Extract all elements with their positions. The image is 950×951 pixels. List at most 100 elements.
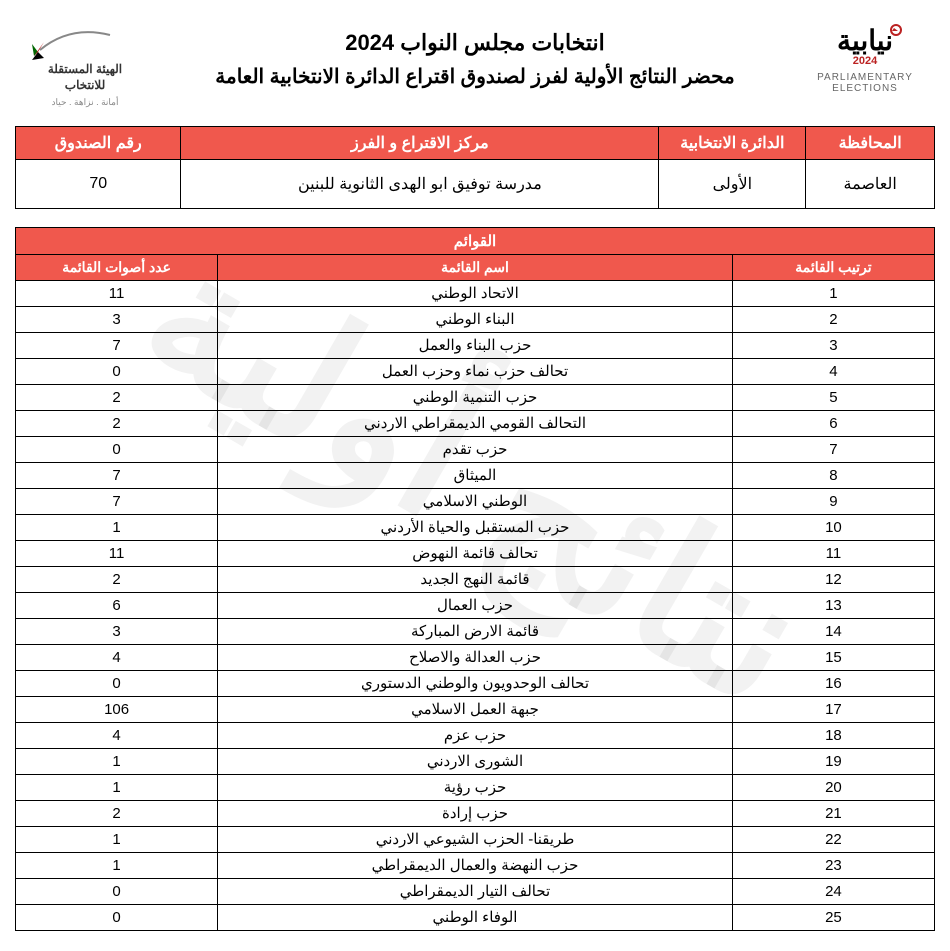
cell-votes: 0 <box>16 437 218 463</box>
cell-rank: 4 <box>732 359 934 385</box>
table-row: 23حزب النهضة والعمال الديمقراطي1 <box>16 853 935 879</box>
cell-name: حزب البناء والعمل <box>218 333 733 359</box>
table-row: 3حزب البناء والعمل7 <box>16 333 935 359</box>
table-row: 18حزب عزم4 <box>16 723 935 749</box>
cell-name: قائمة الارض المباركة <box>218 619 733 645</box>
cell-name: تحالف التيار الديمقراطي <box>218 879 733 905</box>
cell-name: حزب النهضة والعمال الديمقراطي <box>218 853 733 879</box>
cell-name: طريقنا- الحزب الشيوعي الاردني <box>218 827 733 853</box>
table-row: 11تحالف قائمة النهوض11 <box>16 541 935 567</box>
cell-rank: 17 <box>732 697 934 723</box>
lists-title: القوائم <box>16 228 935 255</box>
table-row: 8الميثاق7 <box>16 463 935 489</box>
info-v-dist: الأولى <box>659 160 806 209</box>
cell-votes: 3 <box>16 619 218 645</box>
cell-name: الميثاق <box>218 463 733 489</box>
cell-rank: 19 <box>732 749 934 775</box>
cell-rank: 11 <box>732 541 934 567</box>
cell-votes: 0 <box>16 905 218 931</box>
cell-votes: 11 <box>16 541 218 567</box>
cell-rank: 12 <box>732 567 934 593</box>
cell-name: حزب رؤية <box>218 775 733 801</box>
cell-votes: 0 <box>16 359 218 385</box>
table-row: 5حزب التنمية الوطني2 <box>16 385 935 411</box>
cell-rank: 9 <box>732 489 934 515</box>
cell-votes: 1 <box>16 749 218 775</box>
cell-votes: 1 <box>16 853 218 879</box>
info-v-gov: العاصمة <box>806 160 935 209</box>
cell-name: حزب التنمية الوطني <box>218 385 733 411</box>
cell-votes: 1 <box>16 775 218 801</box>
cell-name: الاتحاد الوطني <box>218 281 733 307</box>
table-row: 1الاتحاد الوطني11 <box>16 281 935 307</box>
cell-name: البناء الوطني <box>218 307 733 333</box>
cell-name: حزب المستقبل والحياة الأردني <box>218 515 733 541</box>
cell-votes: 7 <box>16 489 218 515</box>
table-row: 15حزب العدالة والاصلاح4 <box>16 645 935 671</box>
cell-rank: 25 <box>732 905 934 931</box>
table-row: 22طريقنا- الحزب الشيوعي الاردني1 <box>16 827 935 853</box>
cell-name: الشورى الاردني <box>218 749 733 775</box>
cell-rank: 14 <box>732 619 934 645</box>
table-row: 4تحالف حزب نماء وحزب العمل0 <box>16 359 935 385</box>
cell-name: تحالف حزب نماء وحزب العمل <box>218 359 733 385</box>
table-row: 2البناء الوطني3 <box>16 307 935 333</box>
cell-name: حزب العدالة والاصلاح <box>218 645 733 671</box>
cell-rank: 3 <box>732 333 934 359</box>
cell-votes: 1 <box>16 515 218 541</box>
table-row: 21حزب إرادة2 <box>16 801 935 827</box>
iec-logo-line1: الهيئة المستقلة <box>48 62 122 78</box>
table-row: 7حزب تقدم0 <box>16 437 935 463</box>
cell-rank: 10 <box>732 515 934 541</box>
table-row: 20حزب رؤية1 <box>16 775 935 801</box>
cell-name: جبهة العمل الاسلامي <box>218 697 733 723</box>
table-row: 19الشورى الاردني1 <box>16 749 935 775</box>
info-v-box: 70 <box>16 160 181 209</box>
iec-logo-tag: أمانة . نزاهة . حياد <box>52 97 119 108</box>
table-row: 10حزب المستقبل والحياة الأردني1 <box>16 515 935 541</box>
info-h-center: مركز الاقتراع و الفرز <box>181 127 659 160</box>
cell-votes: 4 <box>16 723 218 749</box>
cell-rank: 13 <box>732 593 934 619</box>
cell-votes: 4 <box>16 645 218 671</box>
cell-votes: 11 <box>16 281 218 307</box>
header: نيابية 2024 PARLIAMENTARY ELECTIONS انتخ… <box>15 20 935 108</box>
page-title: انتخابات مجلس النواب 2024 <box>155 30 795 56</box>
cell-rank: 15 <box>732 645 934 671</box>
cell-rank: 5 <box>732 385 934 411</box>
cell-rank: 24 <box>732 879 934 905</box>
lists-h-name: اسم القائمة <box>218 255 733 281</box>
parliament-logo-sub: PARLIAMENTARY ELECTIONS <box>795 72 935 94</box>
cell-votes: 0 <box>16 879 218 905</box>
cell-name: حزب تقدم <box>218 437 733 463</box>
svg-text:نيابية: نيابية <box>837 25 893 56</box>
cell-rank: 1 <box>732 281 934 307</box>
cell-name: التحالف القومي الديمقراطي الاردني <box>218 411 733 437</box>
lists-table: القوائم ترتيب القائمة اسم القائمة عدد أص… <box>15 227 935 931</box>
cell-votes: 2 <box>16 801 218 827</box>
cell-rank: 21 <box>732 801 934 827</box>
iec-logo: الهيئة المستقلة للانتخاب أمانة . نزاهة .… <box>15 20 155 108</box>
cell-rank: 8 <box>732 463 934 489</box>
table-row: 12قائمة النهج الجديد2 <box>16 567 935 593</box>
cell-name: تحالف الوحدويون والوطني الدستوري <box>218 671 733 697</box>
info-h-gov: المحافظة <box>806 127 935 160</box>
cell-name: حزب إرادة <box>218 801 733 827</box>
table-row: 25الوفاء الوطني0 <box>16 905 935 931</box>
cell-votes: 106 <box>16 697 218 723</box>
parliament-logo: نيابية 2024 PARLIAMENTARY ELECTIONS <box>795 20 935 94</box>
table-row: 9الوطني الاسلامي7 <box>16 489 935 515</box>
cell-votes: 0 <box>16 671 218 697</box>
info-h-box: رقم الصندوق <box>16 127 181 160</box>
cell-rank: 6 <box>732 411 934 437</box>
iec-logo-line2: للانتخاب <box>65 78 105 94</box>
cell-votes: 7 <box>16 333 218 359</box>
lists-h-rank: ترتيب القائمة <box>732 255 934 281</box>
cell-votes: 2 <box>16 411 218 437</box>
cell-votes: 6 <box>16 593 218 619</box>
svg-text:2024: 2024 <box>853 55 878 67</box>
cell-name: الوفاء الوطني <box>218 905 733 931</box>
info-table: المحافظة الدائرة الانتخابية مركز الاقترا… <box>15 126 935 209</box>
cell-votes: 2 <box>16 567 218 593</box>
table-row: 14قائمة الارض المباركة3 <box>16 619 935 645</box>
